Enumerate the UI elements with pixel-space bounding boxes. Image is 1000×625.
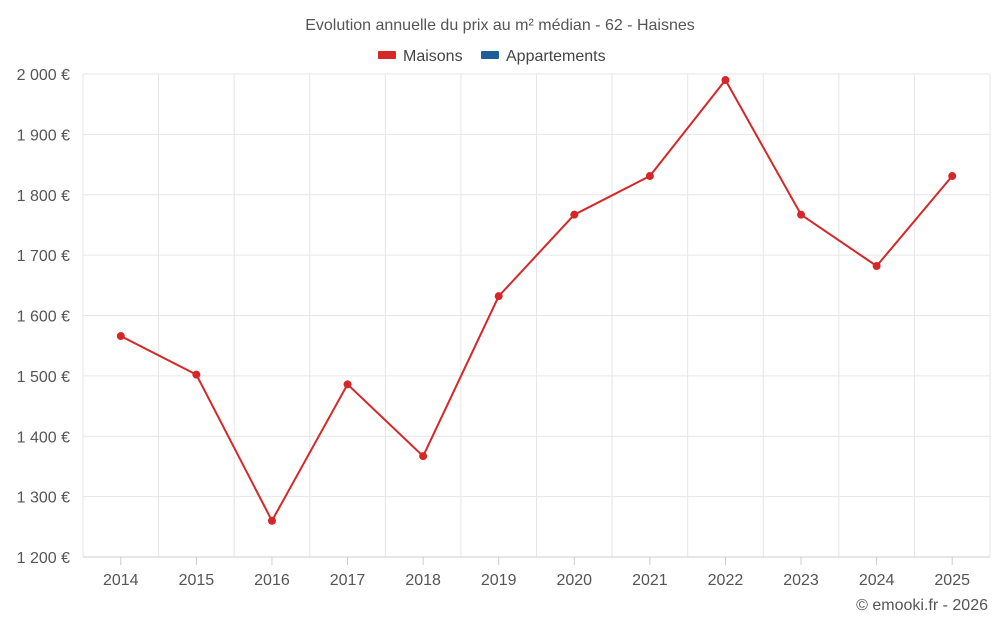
y-tick-label: 1 800 €: [17, 188, 70, 205]
legend-label-appartements[interactable]: Appartements: [506, 48, 606, 65]
data-point-2017[interactable]: [343, 380, 352, 389]
data-point-2024[interactable]: [872, 261, 881, 270]
legend-swatch-appartements[interactable]: [481, 51, 499, 59]
data-point-2019[interactable]: [494, 292, 503, 301]
x-tick-label: 2016: [254, 572, 290, 589]
y-tick-label: 1 200 €: [17, 550, 70, 567]
credit-text: © emooki.fr - 2026: [856, 597, 988, 614]
y-tick-label: 2 000 €: [17, 67, 70, 84]
x-tick-label: 2014: [103, 572, 139, 589]
y-tick-label: 1 900 €: [17, 127, 70, 144]
legend-swatch-maisons[interactable]: [378, 51, 396, 59]
y-tick-label: 1 600 €: [17, 309, 70, 326]
y-tick-label: 1 700 €: [17, 248, 70, 265]
data-point-2025[interactable]: [948, 172, 957, 181]
data-point-2016[interactable]: [267, 516, 276, 525]
data-point-2022[interactable]: [721, 76, 730, 85]
x-tick-label: 2015: [179, 572, 215, 589]
x-tick-label: 2025: [934, 572, 970, 589]
x-tick-label: 2019: [481, 572, 517, 589]
data-point-2015[interactable]: [192, 370, 201, 379]
x-tick-label: 2021: [632, 572, 668, 589]
legend-label-maisons[interactable]: Maisons: [403, 48, 463, 65]
x-tick-label: 2018: [405, 572, 441, 589]
data-point-2021[interactable]: [645, 172, 654, 181]
data-point-2014[interactable]: [116, 332, 125, 341]
grid: [82, 73, 991, 558]
x-tick-label: 2022: [708, 572, 744, 589]
data-point-2023[interactable]: [797, 210, 806, 219]
x-tick-label: 2024: [859, 572, 895, 589]
y-tick-label: 1 300 €: [17, 490, 70, 507]
x-tick-label: 2023: [783, 572, 819, 589]
y-tick-label: 1 500 €: [17, 369, 70, 386]
axes: 1 200 € 1 300 € 1 400 € 1 500 € 1 600 € 1 700…: [17, 67, 990, 589]
chart-title: Evolution annuelle du prix au m² médian …: [305, 17, 695, 34]
x-tick-label: 2020: [556, 572, 592, 589]
legend: Maisons Appartements: [378, 48, 606, 65]
data-point-2020[interactable]: [570, 210, 579, 219]
data-point-2018[interactable]: [419, 452, 428, 461]
y-tick-label: 1 400 €: [17, 429, 70, 446]
x-tick-label: 2017: [330, 572, 366, 589]
series-line-maisons: [120, 79, 953, 522]
series-maisons: [116, 76, 957, 525]
